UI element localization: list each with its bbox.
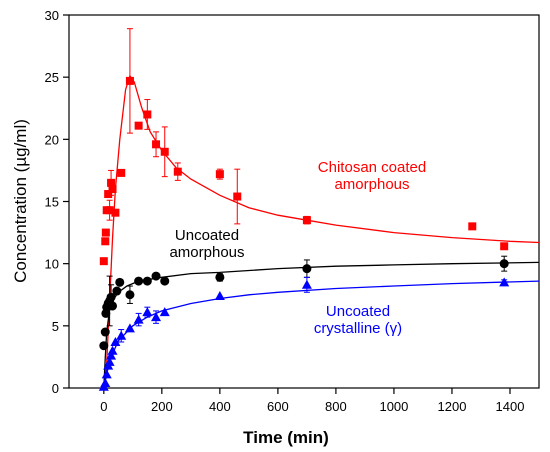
- fit-curve: [103, 74, 540, 389]
- data-point: [302, 216, 311, 225]
- data-point: [101, 237, 110, 246]
- y-tick-label: 20: [45, 132, 59, 147]
- data-points: [98, 28, 510, 391]
- data-point: [151, 312, 162, 322]
- data-point: [152, 140, 161, 149]
- data-point: [115, 277, 125, 287]
- y-tick-label: 25: [45, 70, 59, 85]
- plot-frame: [68, 14, 540, 389]
- data-point: [301, 279, 312, 289]
- series-labels: Chitosan coated amorphous Uncoated amorphou…: [169, 159, 426, 337]
- x-tick-label: 1400: [496, 399, 525, 414]
- series-label: Chitosan coated amorphous: [318, 159, 426, 193]
- data-point: [99, 257, 108, 266]
- data-point: [100, 378, 111, 388]
- axes: 0 5 10 15 20 25 30 0 200 400 600 800 1000 1200 1400: [45, 8, 540, 414]
- data-point: [116, 330, 127, 340]
- x-tick-label: 1200: [438, 399, 467, 414]
- y-tick-label: 10: [45, 257, 59, 272]
- data-point: [106, 350, 117, 360]
- data-point: [107, 345, 118, 355]
- data-point: [214, 290, 225, 300]
- data-point: [108, 301, 118, 311]
- x-tick-label: 800: [325, 399, 347, 414]
- data-point: [134, 276, 144, 286]
- data-point: [499, 259, 509, 269]
- data-point: [111, 208, 120, 217]
- data-point: [159, 307, 170, 317]
- x-tick-label: 600: [267, 399, 289, 414]
- data-point: [233, 192, 242, 201]
- data-point: [142, 307, 153, 317]
- y-tick-label: 0: [52, 381, 59, 396]
- data-point: [302, 264, 312, 274]
- x-axis-label: Time (min): [243, 428, 329, 447]
- x-tick-label: 400: [209, 399, 231, 414]
- x-tick-label: 1000: [379, 399, 408, 414]
- data-point: [499, 277, 510, 287]
- data-point: [160, 147, 169, 156]
- fit-curves: [103, 74, 540, 389]
- data-point: [125, 290, 135, 300]
- data-point: [100, 327, 110, 337]
- data-point: [134, 121, 143, 130]
- series-label: Uncoated amorphous: [169, 227, 244, 261]
- data-point: [117, 168, 126, 177]
- data-point: [215, 170, 224, 179]
- data-point: [133, 314, 144, 324]
- data-point: [160, 276, 170, 286]
- data-point: [106, 292, 116, 302]
- data-point: [143, 110, 152, 119]
- data-point: [104, 190, 113, 199]
- data-point: [105, 206, 114, 215]
- y-tick-label: 30: [45, 8, 59, 23]
- data-point: [151, 271, 161, 281]
- data-point: [112, 286, 122, 296]
- data-point: [101, 228, 110, 237]
- data-point: [173, 167, 182, 176]
- data-point: [500, 242, 509, 251]
- data-point: [101, 369, 112, 379]
- data-point: [124, 323, 135, 333]
- data-point: [125, 76, 134, 85]
- data-point: [468, 222, 477, 231]
- series-label: Uncoated crystalline (γ): [314, 303, 402, 337]
- x-tick-label: 200: [151, 399, 173, 414]
- data-point: [110, 336, 121, 346]
- data-point: [104, 356, 115, 366]
- y-tick-label: 5: [52, 319, 59, 334]
- x-tick-label: 0: [100, 399, 107, 414]
- y-tick-label: 15: [45, 195, 59, 210]
- data-point: [99, 341, 109, 351]
- data-point: [215, 272, 225, 282]
- data-point: [107, 178, 116, 187]
- data-point: [142, 276, 152, 286]
- y-axis-label: Concentration (µg/ml): [11, 119, 30, 283]
- data-point: [108, 185, 117, 194]
